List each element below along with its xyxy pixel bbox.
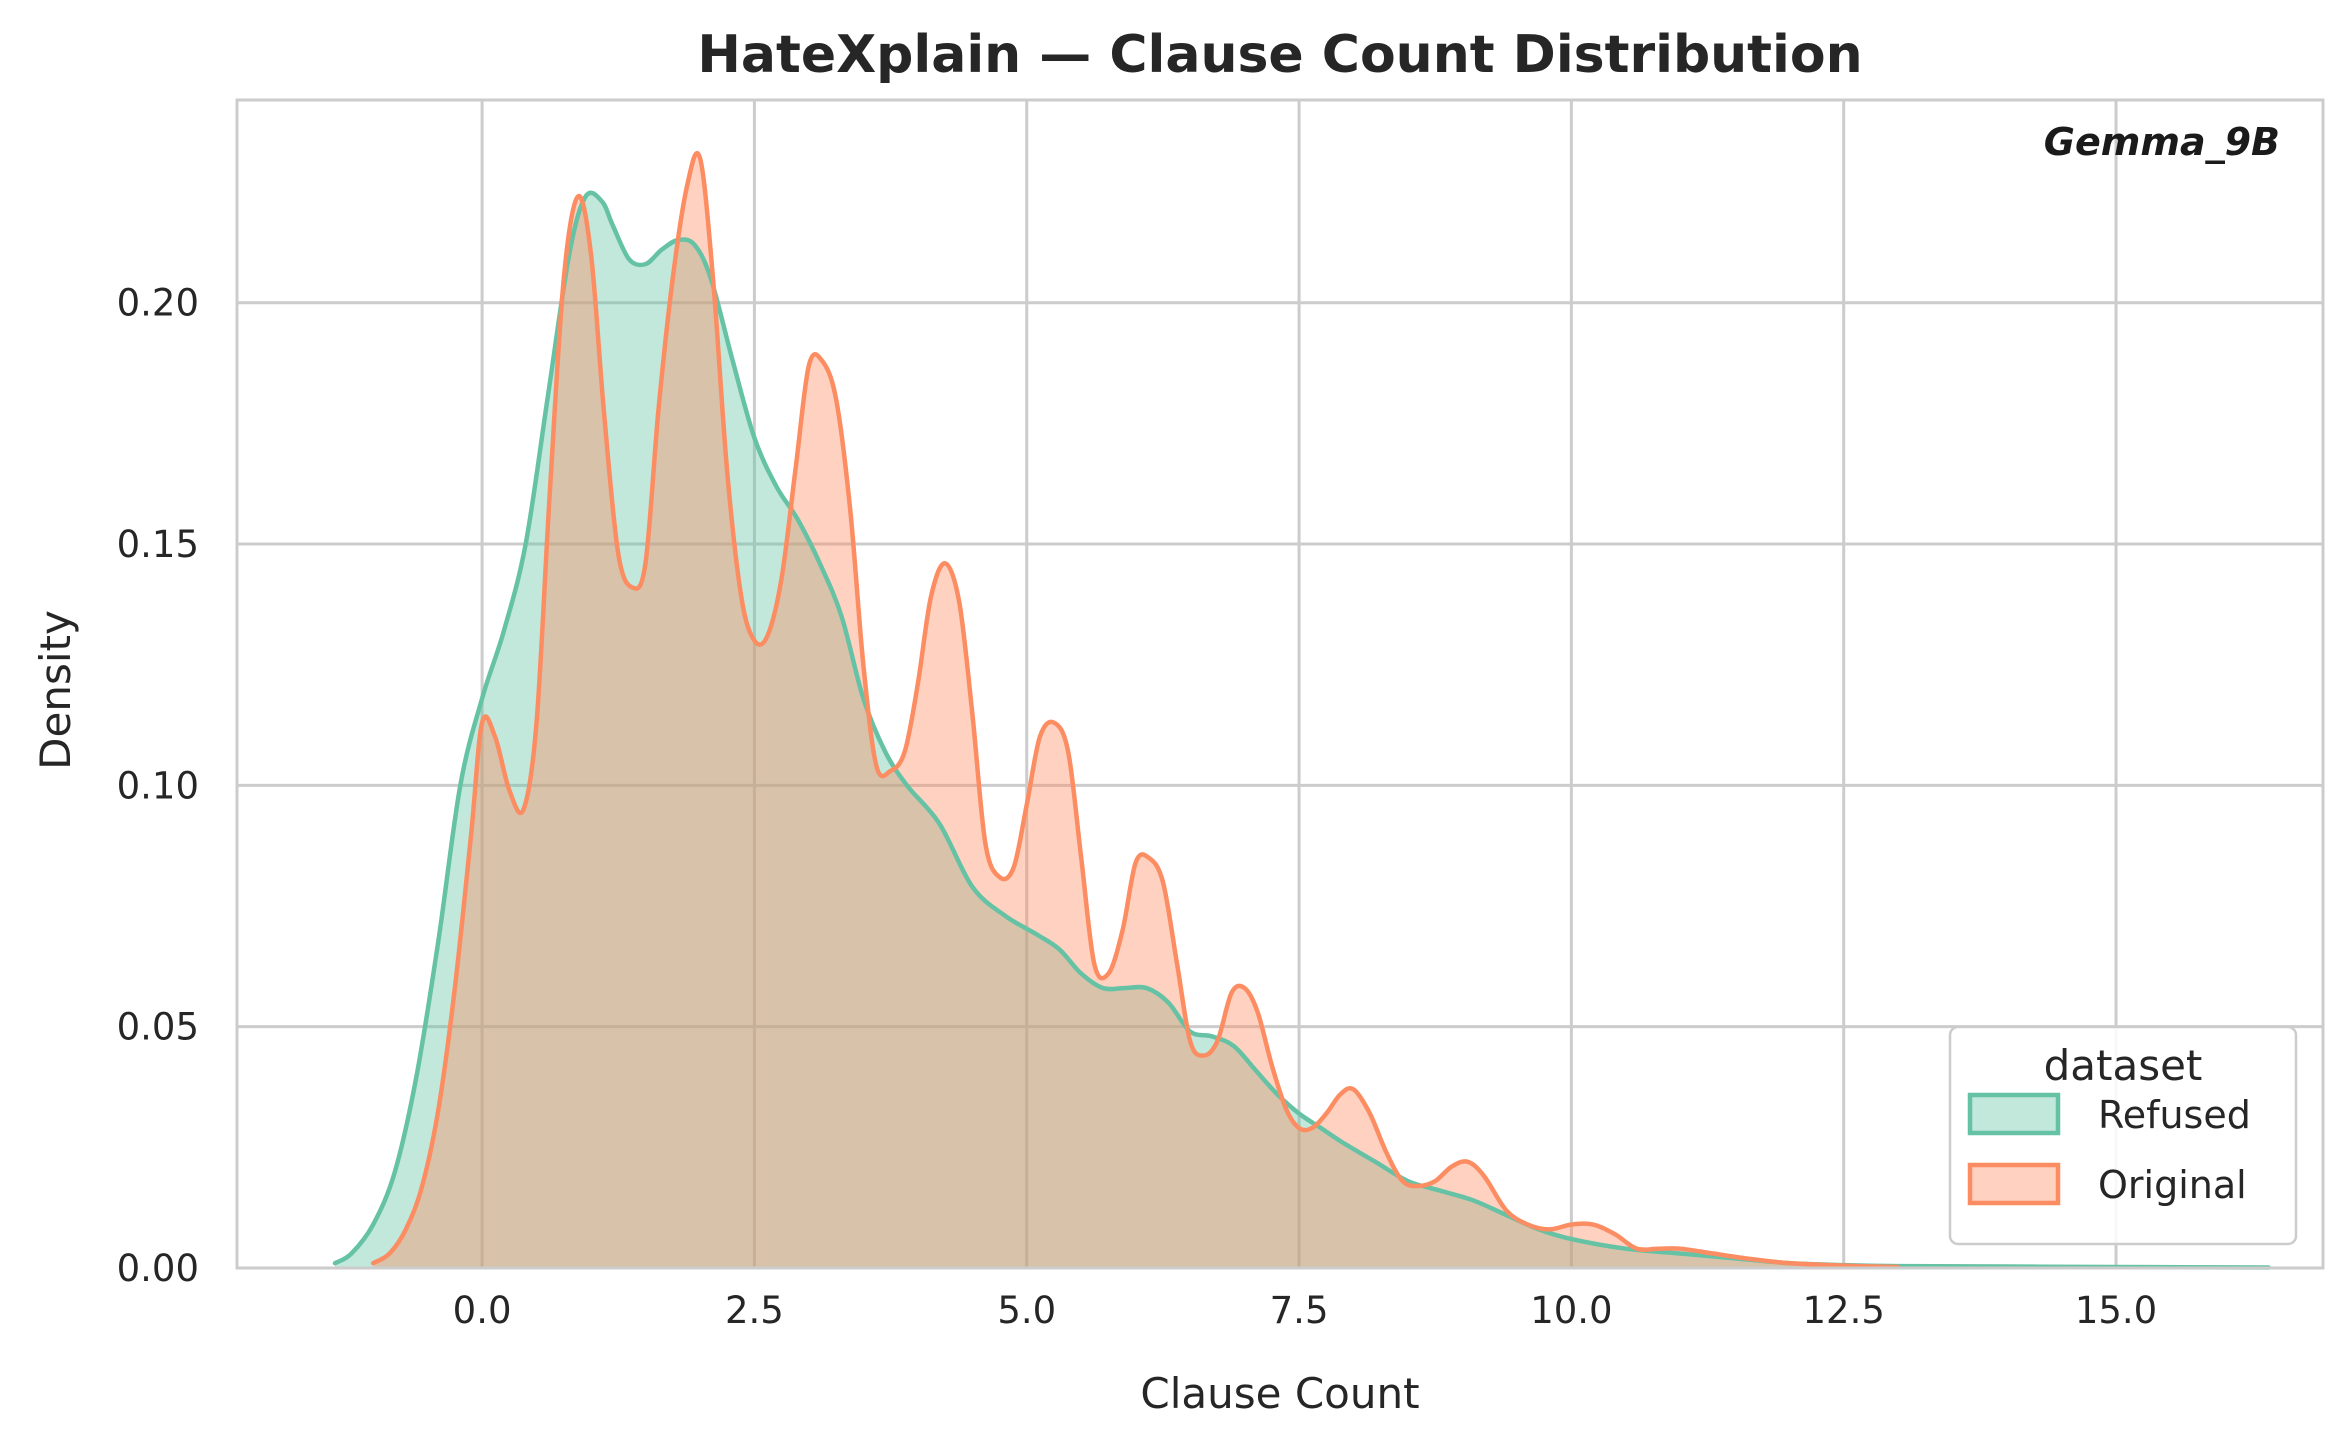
y-tick-label: 0.15 bbox=[117, 523, 199, 566]
x-tick-label: 5.0 bbox=[997, 1289, 1056, 1332]
x-tick-label: 15.0 bbox=[2075, 1289, 2157, 1332]
legend-swatch-refused bbox=[1967, 1092, 2061, 1136]
series-fill-refused bbox=[335, 192, 2269, 1268]
x-axis-title: Clause Count bbox=[1140, 1369, 1419, 1418]
x-tick-label: 12.5 bbox=[1803, 1289, 1885, 1332]
x-tick-label: 0.0 bbox=[453, 1289, 512, 1332]
model-annotation: Gemma_9B bbox=[2044, 120, 2280, 164]
series-layer bbox=[332, 150, 2271, 1270]
x-tick-labels: 0.0 2.5 5.0 7.5 10.0 12.5 15.0 bbox=[453, 1289, 2158, 1332]
legend-items: Refused Original bbox=[1967, 1092, 2251, 1207]
x-tick-label: 2.5 bbox=[725, 1289, 784, 1332]
series-fill-original bbox=[373, 153, 1899, 1268]
legend-label-refused: Refused bbox=[2098, 1093, 2251, 1137]
legend-title: dataset bbox=[2044, 1041, 2203, 1090]
y-tick-label: 0.10 bbox=[117, 764, 199, 807]
legend-frame bbox=[1948, 1025, 2298, 1246]
series-line-original bbox=[370, 150, 1901, 1270]
chart-title: HateXplain — Clause Count Distribution bbox=[697, 25, 1862, 85]
y-tick-labels: 0.00 0.05 0.10 0.15 0.20 bbox=[117, 282, 199, 1290]
y-axis-title: Density bbox=[31, 610, 80, 770]
x-tick-label: 7.5 bbox=[1270, 1289, 1329, 1332]
y-tick-label: 0.05 bbox=[117, 1006, 199, 1049]
y-tick-label: 0.20 bbox=[117, 282, 199, 325]
legend: dataset Refused Original bbox=[1948, 1025, 2298, 1246]
y-tick-label: 0.00 bbox=[117, 1247, 199, 1290]
legend-swatch-original bbox=[1967, 1162, 2061, 1206]
plot-frame bbox=[235, 98, 2325, 1270]
x-tick-label: 10.0 bbox=[1530, 1289, 1612, 1332]
legend-label-original: Original bbox=[2098, 1163, 2247, 1207]
